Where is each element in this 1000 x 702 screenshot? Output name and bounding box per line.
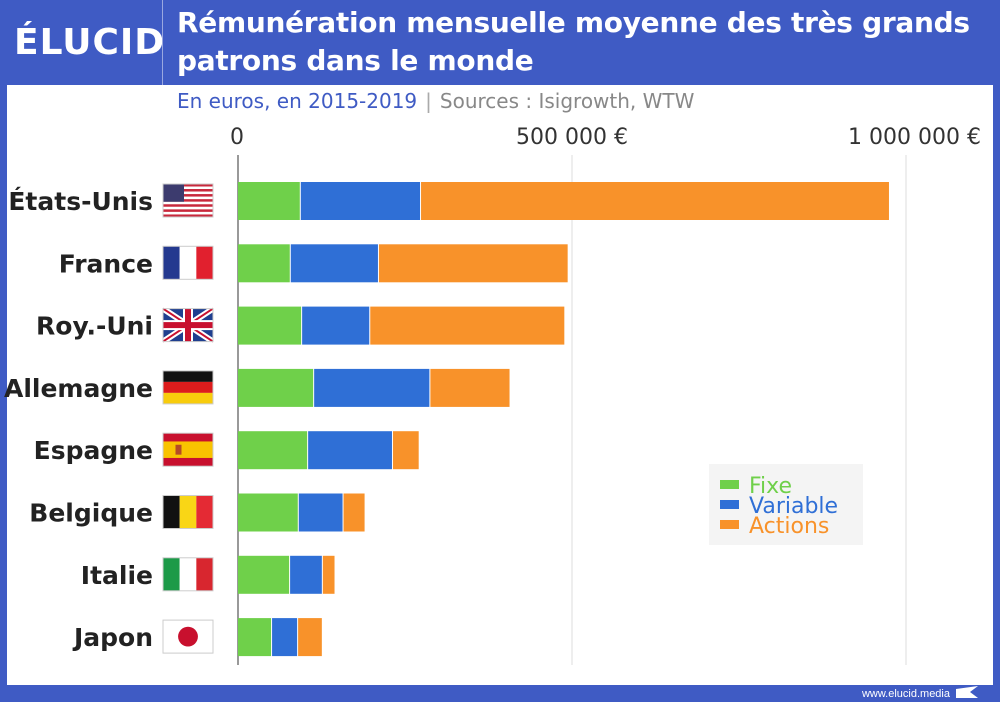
category-label: Japon	[72, 623, 153, 652]
bar-fixe	[238, 244, 290, 283]
bar-variable	[272, 618, 298, 657]
bar-actions	[298, 618, 322, 657]
bar-fixe	[238, 182, 300, 220]
bar-actions	[421, 182, 889, 220]
bar-fixe	[238, 368, 314, 407]
category-label: Roy.-Uni	[36, 312, 153, 341]
bar-actions	[343, 493, 365, 532]
bar-fixe	[238, 555, 290, 594]
bar-fixe	[238, 306, 302, 345]
flag-it-icon	[162, 557, 214, 592]
legend-swatch	[720, 500, 739, 509]
bar-variable	[308, 431, 392, 470]
bar-variable	[290, 555, 322, 594]
legend-label: Variable	[749, 494, 838, 519]
bar-variable	[314, 368, 430, 407]
category-label: Allemagne	[4, 374, 153, 403]
footer-url[interactable]: www.elucid.media	[861, 688, 950, 700]
bar-fixe	[238, 431, 308, 470]
legend-swatch	[720, 480, 739, 489]
x-tick-label: 500 000 €	[516, 125, 628, 150]
chart-subtitle: En euros, en 2015-2019 | Sources : Isigrow…	[177, 89, 694, 113]
bar-fixe	[238, 493, 298, 532]
flag-us-icon	[162, 183, 214, 218]
x-tick-label: 1 000 000 €	[848, 125, 981, 150]
flag-es-icon	[162, 432, 214, 467]
flag-jp-icon	[162, 619, 214, 654]
source-text: Sources : Isigrowth, WTW	[439, 89, 695, 113]
bar-variable	[302, 306, 370, 345]
bar-actions	[322, 555, 335, 594]
bar-actions	[378, 244, 568, 283]
legend-label: Actions	[749, 514, 829, 539]
bar-actions	[392, 431, 419, 470]
bar-variable	[300, 182, 421, 220]
bar-actions	[430, 368, 510, 407]
category-label: Espagne	[34, 436, 153, 465]
subtitle-text: En euros, en 2015-2019	[177, 89, 418, 113]
category-label: Italie	[81, 561, 153, 590]
category-label: France	[59, 249, 153, 278]
category-label: États-Unis	[8, 187, 153, 216]
subtitle-separator: |	[425, 89, 432, 113]
chart-title: Rémunération mensuelle moyenne des très …	[177, 6, 970, 77]
x-tick-label: 0	[230, 125, 244, 150]
bar-fixe	[238, 618, 272, 657]
legend-swatch	[720, 520, 739, 529]
elucid-flag-icon	[956, 686, 978, 698]
bar-variable	[290, 244, 378, 283]
header: ÉLUCID Rémunération mensuelle moyenne de…	[0, 0, 1000, 85]
elucid-logo: ÉLUCID	[14, 22, 166, 63]
flag-de-icon	[162, 370, 214, 405]
header-divider	[162, 0, 163, 85]
category-label: Belgique	[29, 499, 153, 528]
flag-uk-icon	[161, 306, 215, 345]
flag-fr-icon	[162, 245, 214, 280]
bar-actions	[370, 306, 565, 345]
bar-variable	[298, 493, 343, 532]
flag-be-icon	[162, 495, 214, 529]
legend-label: Fixe	[749, 474, 792, 499]
